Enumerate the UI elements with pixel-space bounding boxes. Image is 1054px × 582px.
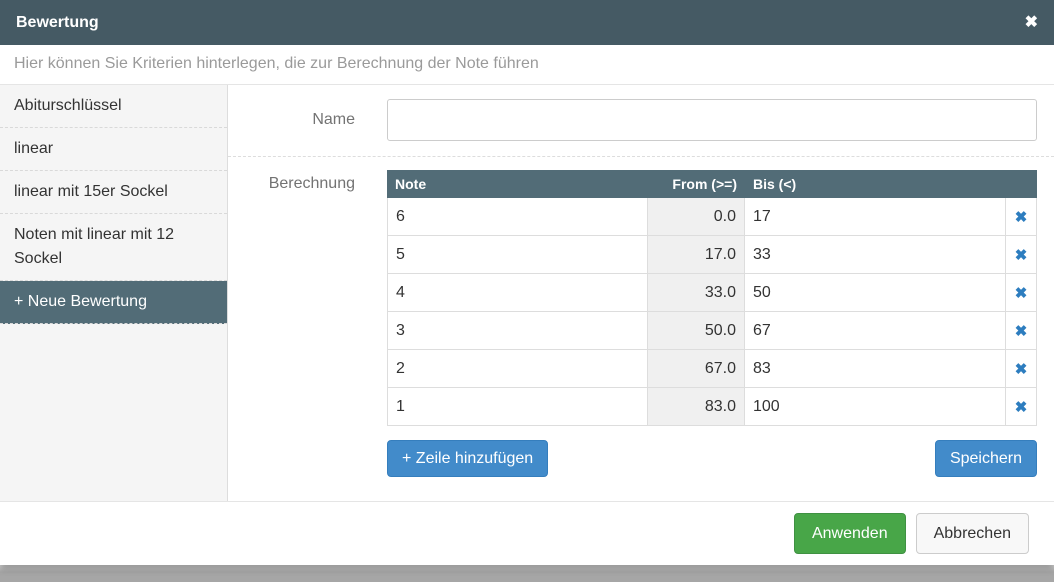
from-cell: 17.0 bbox=[648, 236, 745, 273]
modal-header: Bewertung ✖ bbox=[0, 0, 1054, 45]
bis-cell[interactable]: 67 bbox=[745, 312, 1006, 349]
berechnung-form-row: Berechnung Note From (>=) Bis (<) 6 0.0 bbox=[240, 170, 1037, 477]
berechnung-label: Berechnung bbox=[268, 175, 355, 192]
note-cell[interactable]: 1 bbox=[388, 388, 648, 425]
sidebar-item-abiturschluessel[interactable]: Abiturschlüssel bbox=[0, 85, 227, 128]
modal-title: Bewertung bbox=[16, 13, 99, 31]
from-cell: 33.0 bbox=[648, 274, 745, 311]
close-icon[interactable]: ✖ bbox=[1024, 13, 1038, 31]
bis-cell[interactable]: 33 bbox=[745, 236, 1006, 273]
delete-row-icon[interactable]: ✖ bbox=[1006, 236, 1036, 273]
from-cell: 0.0 bbox=[648, 198, 745, 235]
from-cell: 83.0 bbox=[648, 388, 745, 425]
name-input[interactable] bbox=[387, 99, 1037, 141]
dashed-divider bbox=[228, 156, 1054, 157]
bis-cell[interactable]: 83 bbox=[745, 350, 1006, 387]
sidebar-item-noten-linear-12-sockel[interactable]: Noten mit linear mit 12 Sockel bbox=[0, 214, 227, 281]
note-cell[interactable]: 4 bbox=[388, 274, 648, 311]
note-cell[interactable]: 2 bbox=[388, 350, 648, 387]
table-row: 2 67.0 83 ✖ bbox=[387, 350, 1037, 388]
delete-row-icon[interactable]: ✖ bbox=[1006, 350, 1036, 387]
note-cell[interactable]: 6 bbox=[388, 198, 648, 235]
name-label: Name bbox=[312, 111, 355, 128]
from-cell: 50.0 bbox=[648, 312, 745, 349]
bis-cell[interactable]: 17 bbox=[745, 198, 1006, 235]
apply-button[interactable]: Anwenden bbox=[793, 513, 906, 554]
delete-row-icon[interactable]: ✖ bbox=[1006, 274, 1036, 311]
bewertung-modal: Bewertung ✖ Hier können Sie Kriterien hi… bbox=[0, 0, 1054, 565]
sidebar-item-linear-15er-sockel[interactable]: linear mit 15er Sockel bbox=[0, 171, 227, 214]
note-cell[interactable]: 3 bbox=[388, 312, 648, 349]
column-header-note: Note bbox=[395, 176, 427, 192]
add-row-button[interactable]: + Zeile hinzufügen bbox=[387, 440, 549, 477]
cancel-button[interactable]: Abbrechen bbox=[915, 513, 1029, 554]
name-form-row: Name bbox=[240, 99, 1037, 141]
modal-footer: Anwenden Abbrechen bbox=[0, 501, 1054, 565]
sidebar: Abiturschlüssel linear linear mit 15er S… bbox=[0, 85, 228, 501]
table-row: 1 83.0 100 ✖ bbox=[387, 388, 1037, 426]
column-header-delete bbox=[1007, 170, 1037, 198]
table-row: 3 50.0 67 ✖ bbox=[387, 312, 1037, 350]
column-header-bis: Bis (<) bbox=[753, 176, 797, 192]
table-row: 6 0.0 17 ✖ bbox=[387, 198, 1037, 236]
note-cell[interactable]: 5 bbox=[388, 236, 648, 273]
delete-row-icon[interactable]: ✖ bbox=[1006, 388, 1036, 425]
table-row: 5 17.0 33 ✖ bbox=[387, 236, 1037, 274]
bis-cell[interactable]: 100 bbox=[745, 388, 1006, 425]
sidebar-item-neue-bewertung[interactable]: + Neue Bewertung bbox=[0, 281, 227, 324]
column-header-from: From (>=) bbox=[672, 176, 737, 192]
main-panel: Name Berechnung Note From (>=) Bis (<) bbox=[228, 85, 1054, 501]
grading-table-header: Note From (>=) Bis (<) bbox=[387, 170, 1037, 198]
bis-cell[interactable]: 50 bbox=[745, 274, 1006, 311]
sidebar-item-linear[interactable]: linear bbox=[0, 128, 227, 171]
grading-table: Note From (>=) Bis (<) 6 0.0 17 ✖ bbox=[387, 170, 1037, 426]
delete-row-icon[interactable]: ✖ bbox=[1006, 312, 1036, 349]
modal-body: Abiturschlüssel linear linear mit 15er S… bbox=[0, 85, 1054, 501]
table-actions: + Zeile hinzufügen Speichern bbox=[387, 440, 1037, 477]
delete-row-icon[interactable]: ✖ bbox=[1006, 198, 1036, 235]
save-button[interactable]: Speichern bbox=[934, 440, 1037, 477]
from-cell: 67.0 bbox=[648, 350, 745, 387]
table-row: 4 33.0 50 ✖ bbox=[387, 274, 1037, 312]
modal-subtitle: Hier können Sie Kriterien hinterlegen, d… bbox=[0, 45, 1054, 85]
